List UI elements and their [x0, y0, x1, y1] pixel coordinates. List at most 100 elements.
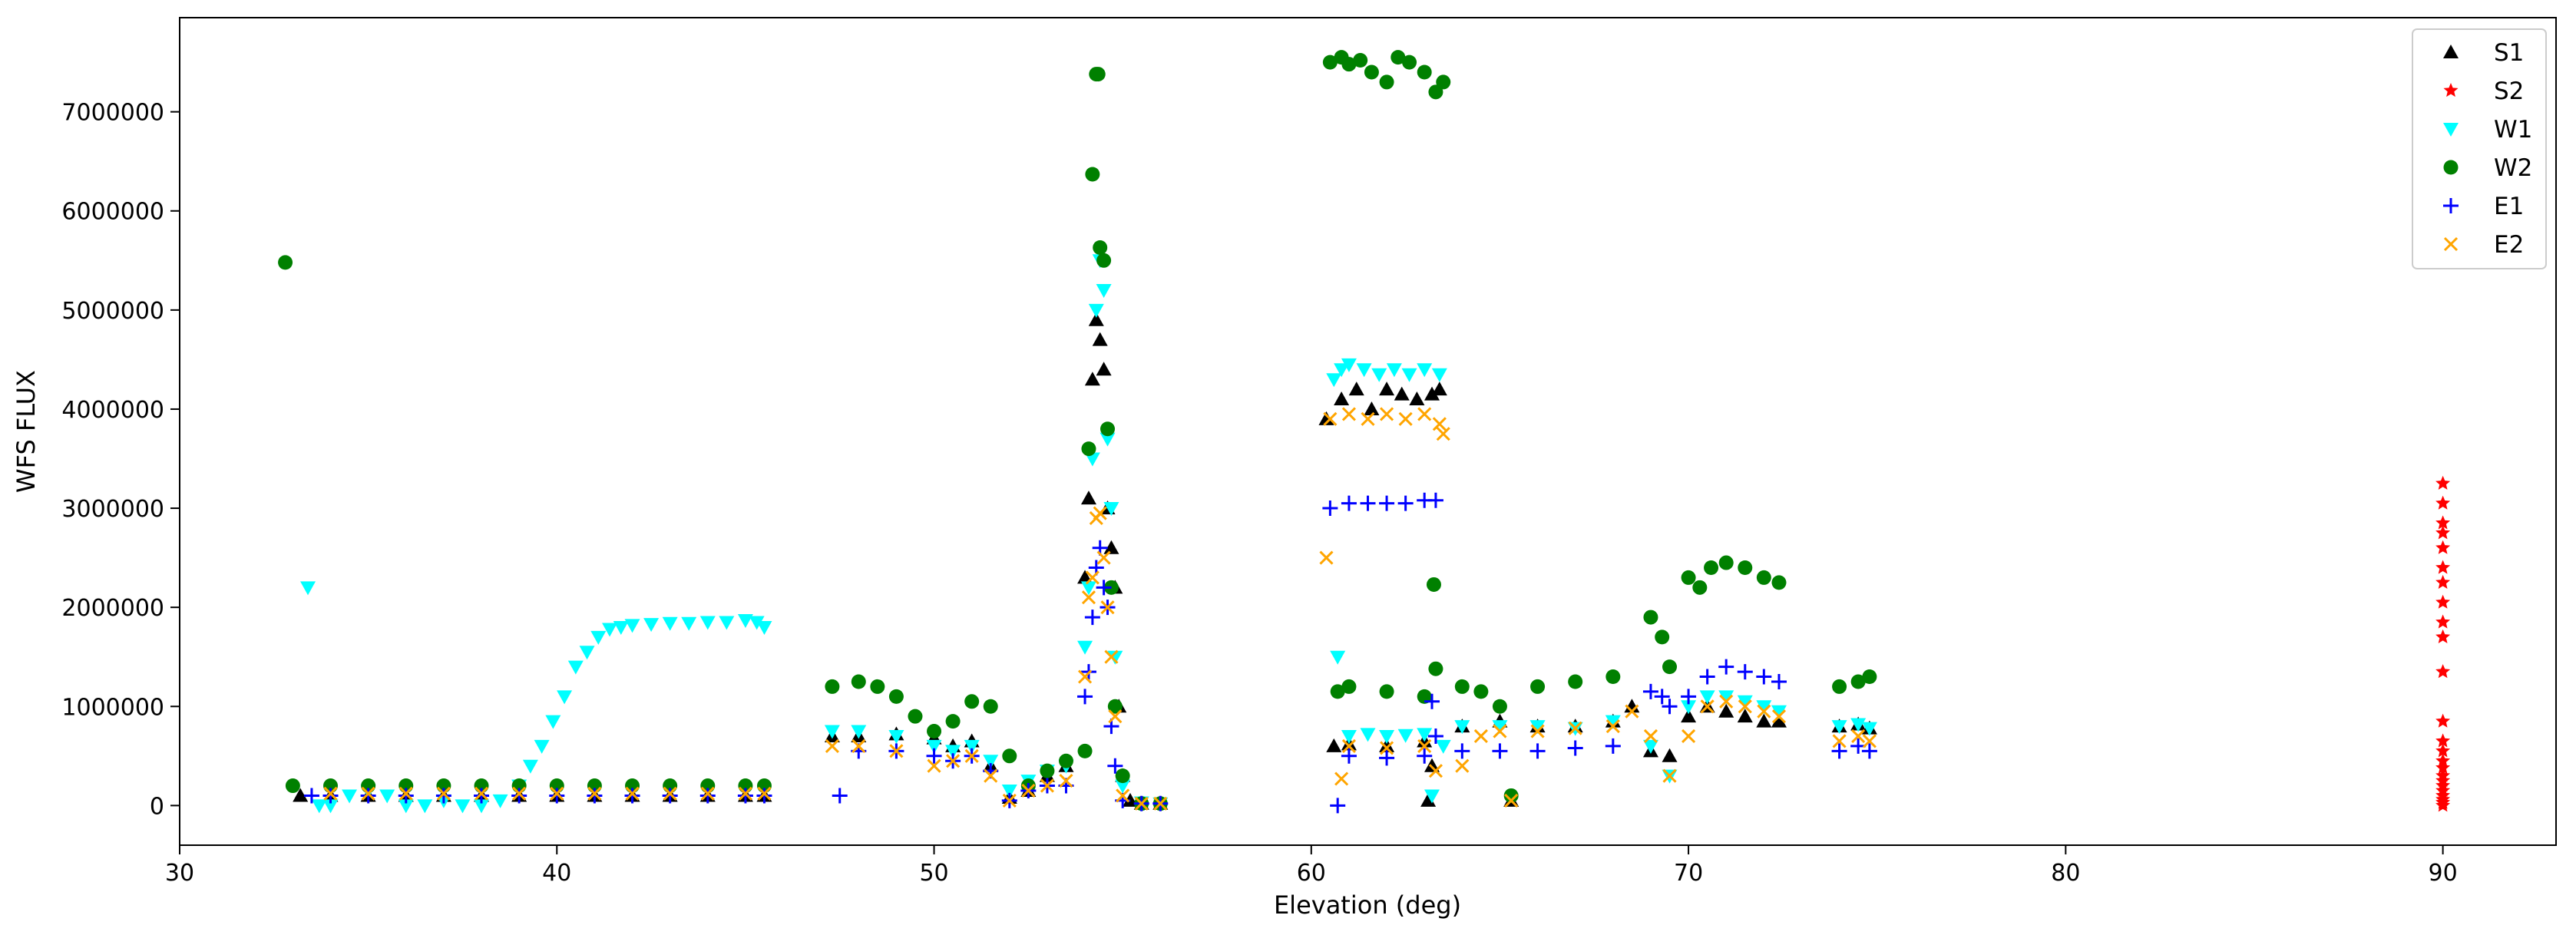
point-e1: [1341, 495, 1357, 511]
point-w1: [300, 581, 316, 596]
point-w2: [1426, 577, 1441, 592]
point-e1: [474, 788, 490, 804]
point-w2: [1692, 580, 1708, 595]
point-w1: [749, 616, 765, 630]
point-e1: [1341, 748, 1357, 764]
point-e1: [624, 788, 640, 804]
point-s1: [1409, 392, 1425, 406]
x-axis-ticks: 30 40 50 60 70 80 90: [165, 845, 2458, 887]
point-w2: [285, 778, 300, 794]
point-w1: [1379, 729, 1395, 744]
point-w2: [1428, 661, 1443, 676]
point-e1: [1107, 758, 1123, 774]
series-w1: [300, 254, 1877, 814]
legend-item-w1: W1: [2443, 116, 2532, 144]
point-w1: [1831, 720, 1847, 735]
point-s1: [1379, 382, 1395, 396]
point-e1: [303, 788, 319, 804]
point-e2: [436, 786, 451, 801]
point-e2: [1104, 649, 1119, 664]
point-e1: [926, 748, 942, 764]
point-w1: [1718, 690, 1734, 705]
point-w2: [1090, 67, 1106, 82]
point-e1: [737, 788, 753, 804]
point-w2: [1436, 74, 1451, 90]
point-e1: [1379, 750, 1395, 766]
y-axis-label: WFS FLUX: [12, 370, 41, 493]
legend-item-s2: S2: [2443, 78, 2524, 105]
point-w1: [579, 646, 595, 660]
point-w2: [1473, 684, 1489, 699]
point-w1: [719, 616, 735, 630]
point-e2: [1455, 758, 1470, 773]
y-tick-label: 7000000: [61, 100, 164, 127]
point-w1: [1756, 700, 1772, 715]
point-w2: [1379, 684, 1394, 699]
point-e2: [1116, 788, 1130, 803]
point-e2: [1530, 724, 1545, 738]
point-s2: [2435, 743, 2451, 758]
point-e2: [474, 786, 489, 801]
point-w1: [1371, 368, 1387, 382]
legend-marker-e1: [2443, 198, 2459, 213]
point-w1: [945, 745, 961, 759]
point-w1: [1737, 695, 1753, 709]
point-w1: [756, 620, 772, 635]
point-e2: [1398, 411, 1413, 426]
point-e2: [946, 754, 961, 768]
point-w1: [1115, 779, 1131, 794]
series-s1: [293, 312, 1877, 810]
point-e2: [700, 786, 715, 801]
point-e2: [1021, 783, 1036, 798]
point-s1: [1103, 540, 1119, 554]
point-w1: [342, 789, 358, 804]
point-e2: [1682, 729, 1696, 744]
point-w1: [1850, 718, 1867, 732]
point-s2: [2435, 664, 2451, 679]
legend-item-e1: E1: [2443, 193, 2524, 220]
point-e2: [1361, 411, 1375, 426]
point-w1: [1386, 363, 1402, 378]
x-tick-label: 50: [919, 860, 948, 887]
point-e2: [1341, 738, 1357, 753]
point-w1: [1103, 502, 1119, 517]
point-w2: [1662, 659, 1678, 675]
point-e2: [1093, 506, 1107, 520]
point-s2: [2435, 798, 2451, 812]
point-w1: [557, 690, 573, 705]
point-w1: [699, 616, 716, 630]
point-e2: [1473, 729, 1488, 744]
point-w2: [1568, 674, 1583, 689]
point-w1: [1771, 705, 1787, 719]
point-e1: [1654, 689, 1670, 705]
x-axis-label: Elevation (deg): [1274, 890, 1461, 920]
legend-item-w2: W2: [2443, 154, 2532, 182]
point-w1: [1107, 650, 1123, 665]
point-w2: [1002, 748, 1017, 764]
point-w1: [1435, 739, 1451, 754]
x-tick-label: 60: [1297, 860, 1326, 887]
point-w2: [1428, 84, 1443, 100]
point-w2: [1417, 64, 1432, 80]
point-s2: [2435, 760, 2451, 775]
point-w1: [1356, 363, 1372, 378]
y-tick-label: 4000000: [61, 397, 164, 424]
point-s1: [1096, 362, 1112, 376]
point-e2: [1334, 771, 1349, 786]
point-e2: [1436, 427, 1450, 441]
point-e2: [550, 786, 564, 801]
x-tick-label: 30: [165, 860, 194, 887]
point-w1: [1326, 373, 1342, 388]
point-e2: [1700, 699, 1715, 714]
point-w2: [1077, 743, 1093, 758]
series-s2: [2435, 475, 2451, 812]
point-w2: [1643, 610, 1658, 625]
point-e2: [1379, 741, 1394, 755]
point-s2: [2435, 594, 2451, 609]
point-w2: [1850, 674, 1866, 689]
legend-marker-s2: [2443, 83, 2459, 97]
point-w1: [1096, 284, 1112, 299]
legend-label: E1: [2494, 193, 2524, 220]
point-e1: [1861, 743, 1877, 759]
